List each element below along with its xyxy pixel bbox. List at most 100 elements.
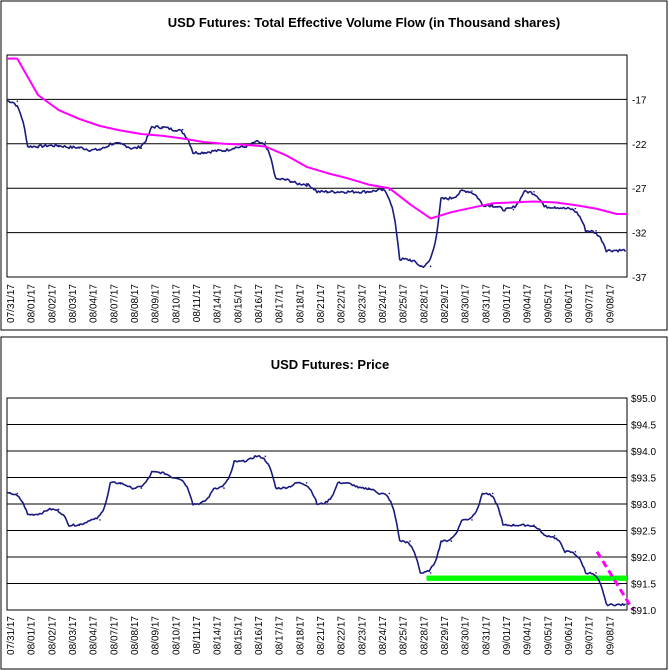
price-data-point xyxy=(409,540,411,542)
volume-flow-data-point xyxy=(99,149,101,151)
price-data-point xyxy=(223,487,225,489)
volume-flow-x-tick-label: 08/10/17 xyxy=(171,284,182,323)
volume-flow-data-point xyxy=(140,147,143,150)
volume-flow-x-tick-label: 08/31/17 xyxy=(481,284,492,323)
volume-flow-x-tick-label: 09/04/17 xyxy=(523,284,534,323)
volume-flow-data-point xyxy=(574,207,577,210)
price-panel-border xyxy=(0,336,668,670)
price-x-tick-label: 08/17/17 xyxy=(275,616,286,655)
price-x-tick-label: 08/15/17 xyxy=(233,616,244,655)
price-x-tick-label: 07/31/17 xyxy=(6,616,17,655)
price-data-point xyxy=(429,572,432,574)
price-data-point xyxy=(119,482,122,484)
volume-flow-data-point xyxy=(615,249,618,252)
volume-flow-y-tick-labels: -17 -22 -27 -32 -37 xyxy=(632,95,647,284)
volume-flow-data-point xyxy=(37,145,39,148)
price-panel: USD Futures: Price $95.0$94.5$94.0$93.5$… xyxy=(0,336,668,670)
price-data-point xyxy=(553,535,556,537)
price-support-band xyxy=(426,575,627,581)
volume-flow-data-point xyxy=(553,206,556,208)
volume-flow-data-point xyxy=(285,178,287,181)
price-x-tick-label: 08/30/17 xyxy=(461,616,472,655)
price-data-point xyxy=(264,455,267,458)
volume-flow-data-point xyxy=(161,126,163,128)
volume-flow-panel: USD Futures: Total Effective Volume Flow… xyxy=(0,0,668,331)
volume-flow-data-point xyxy=(202,151,205,154)
price-x-tick-label: 08/31/17 xyxy=(481,616,492,655)
price-data-point xyxy=(140,487,143,489)
volume-flow-panel-border xyxy=(0,0,668,331)
price-data-point xyxy=(450,540,453,542)
price-data-point xyxy=(471,519,473,521)
volume-flow-y-tick-label: -37 xyxy=(632,273,647,284)
price-data-point xyxy=(181,476,184,479)
volume-flow-x-tick-label: 08/01/17 xyxy=(27,284,38,323)
volume-flow-data-point xyxy=(595,230,597,232)
price-y-tick-label: $92.0 xyxy=(631,553,656,564)
volume-flow-x-tick-label: 08/15/17 xyxy=(233,284,244,323)
volume-flow-series-line-0 xyxy=(6,100,627,268)
volume-flow-data-point xyxy=(471,190,473,192)
volume-flow-data-point xyxy=(347,190,349,193)
volume-flow-x-tick-label: 08/18/17 xyxy=(295,284,306,323)
volume-flow-y-tick-label: -27 xyxy=(632,184,647,195)
price-y-tick-label: $92.5 xyxy=(631,527,656,538)
price-y-tick-label: $95.0 xyxy=(631,394,656,405)
price-x-tick-label: 09/05/17 xyxy=(543,616,554,655)
price-x-tick-label: 08/08/17 xyxy=(130,616,141,655)
price-y-tick-labels: $95.0 $94.5 $94.0 $93.5 $93.0 $92.5 $92.0 $91.5… xyxy=(631,394,656,617)
volume-flow-x-tick-labels: 07/31/17 08/01/17 08/02/17 08/03/17 08/04/17… xyxy=(6,284,616,323)
price-x-tick-label: 08/18/17 xyxy=(295,616,306,655)
volume-flow-series-line-1 xyxy=(7,57,627,220)
price-x-tick-label: 08/14/17 xyxy=(213,616,224,655)
price-x-tick-label: 08/04/17 xyxy=(89,616,100,655)
price-x-tick-label: 09/04/17 xyxy=(523,616,534,655)
volume-flow-x-tick-label: 09/05/17 xyxy=(543,284,554,323)
volume-flow-x-tick-label: 07/31/17 xyxy=(6,284,17,323)
volume-flow-data-point xyxy=(243,146,246,149)
volume-flow-data-point xyxy=(326,190,329,193)
volume-flow-y-tick-label: -22 xyxy=(632,140,647,151)
price-data-point xyxy=(367,487,370,489)
volume-flow-data-point xyxy=(16,100,19,102)
volume-flow-x-tick-label: 08/30/17 xyxy=(461,284,472,323)
price-data-point xyxy=(99,519,101,521)
volume-flow-x-tick-label: 08/22/17 xyxy=(337,284,348,323)
volume-flow-plot-area xyxy=(6,54,628,278)
volume-flow-data-point xyxy=(450,198,453,200)
price-data-point xyxy=(347,482,349,484)
volume-flow-data-point xyxy=(264,141,267,143)
price-x-tick-label: 08/10/17 xyxy=(171,616,182,655)
volume-flow-x-tick-label: 08/03/17 xyxy=(68,284,79,323)
volume-flow-x-tick-label: 08/08/17 xyxy=(130,284,141,323)
volume-flow-x-tick-label: 08/17/17 xyxy=(275,284,286,323)
volume-flow-x-tick-label: 09/06/17 xyxy=(564,284,575,323)
volume-flow-data-point xyxy=(533,190,535,193)
volume-flow-x-tick-label: 09/07/17 xyxy=(585,284,596,323)
volume-flow-data-point xyxy=(223,150,225,152)
price-data-point xyxy=(326,503,329,505)
volume-flow-data-point xyxy=(305,182,308,185)
price-data-point xyxy=(285,487,287,489)
price-data-point xyxy=(388,492,391,495)
volume-flow-y-tick-label: -17 xyxy=(632,95,647,106)
volume-flow-x-tick-label: 08/11/17 xyxy=(192,284,203,323)
volume-flow-x-tick-label: 08/14/17 xyxy=(213,284,224,323)
price-x-tick-label: 08/09/17 xyxy=(151,616,162,655)
price-y-tick-label: $94.5 xyxy=(631,421,656,432)
price-data-point xyxy=(78,524,81,526)
price-x-tick-label: 08/07/17 xyxy=(109,616,120,655)
price-y-tick-label: $91.5 xyxy=(631,580,656,591)
price-x-tick-label: 08/29/17 xyxy=(440,616,451,655)
price-x-tick-label: 08/25/17 xyxy=(399,616,410,655)
volume-flow-x-tick-label: 08/24/17 xyxy=(378,284,389,323)
price-data-point xyxy=(595,572,597,574)
volume-flow-data-point xyxy=(512,208,515,211)
price-data-point xyxy=(305,482,308,484)
price-x-tick-label: 08/03/17 xyxy=(68,616,79,655)
volume-flow-y-tick-label: -32 xyxy=(632,229,647,240)
price-series-group xyxy=(6,455,627,607)
price-data-point xyxy=(491,492,494,495)
